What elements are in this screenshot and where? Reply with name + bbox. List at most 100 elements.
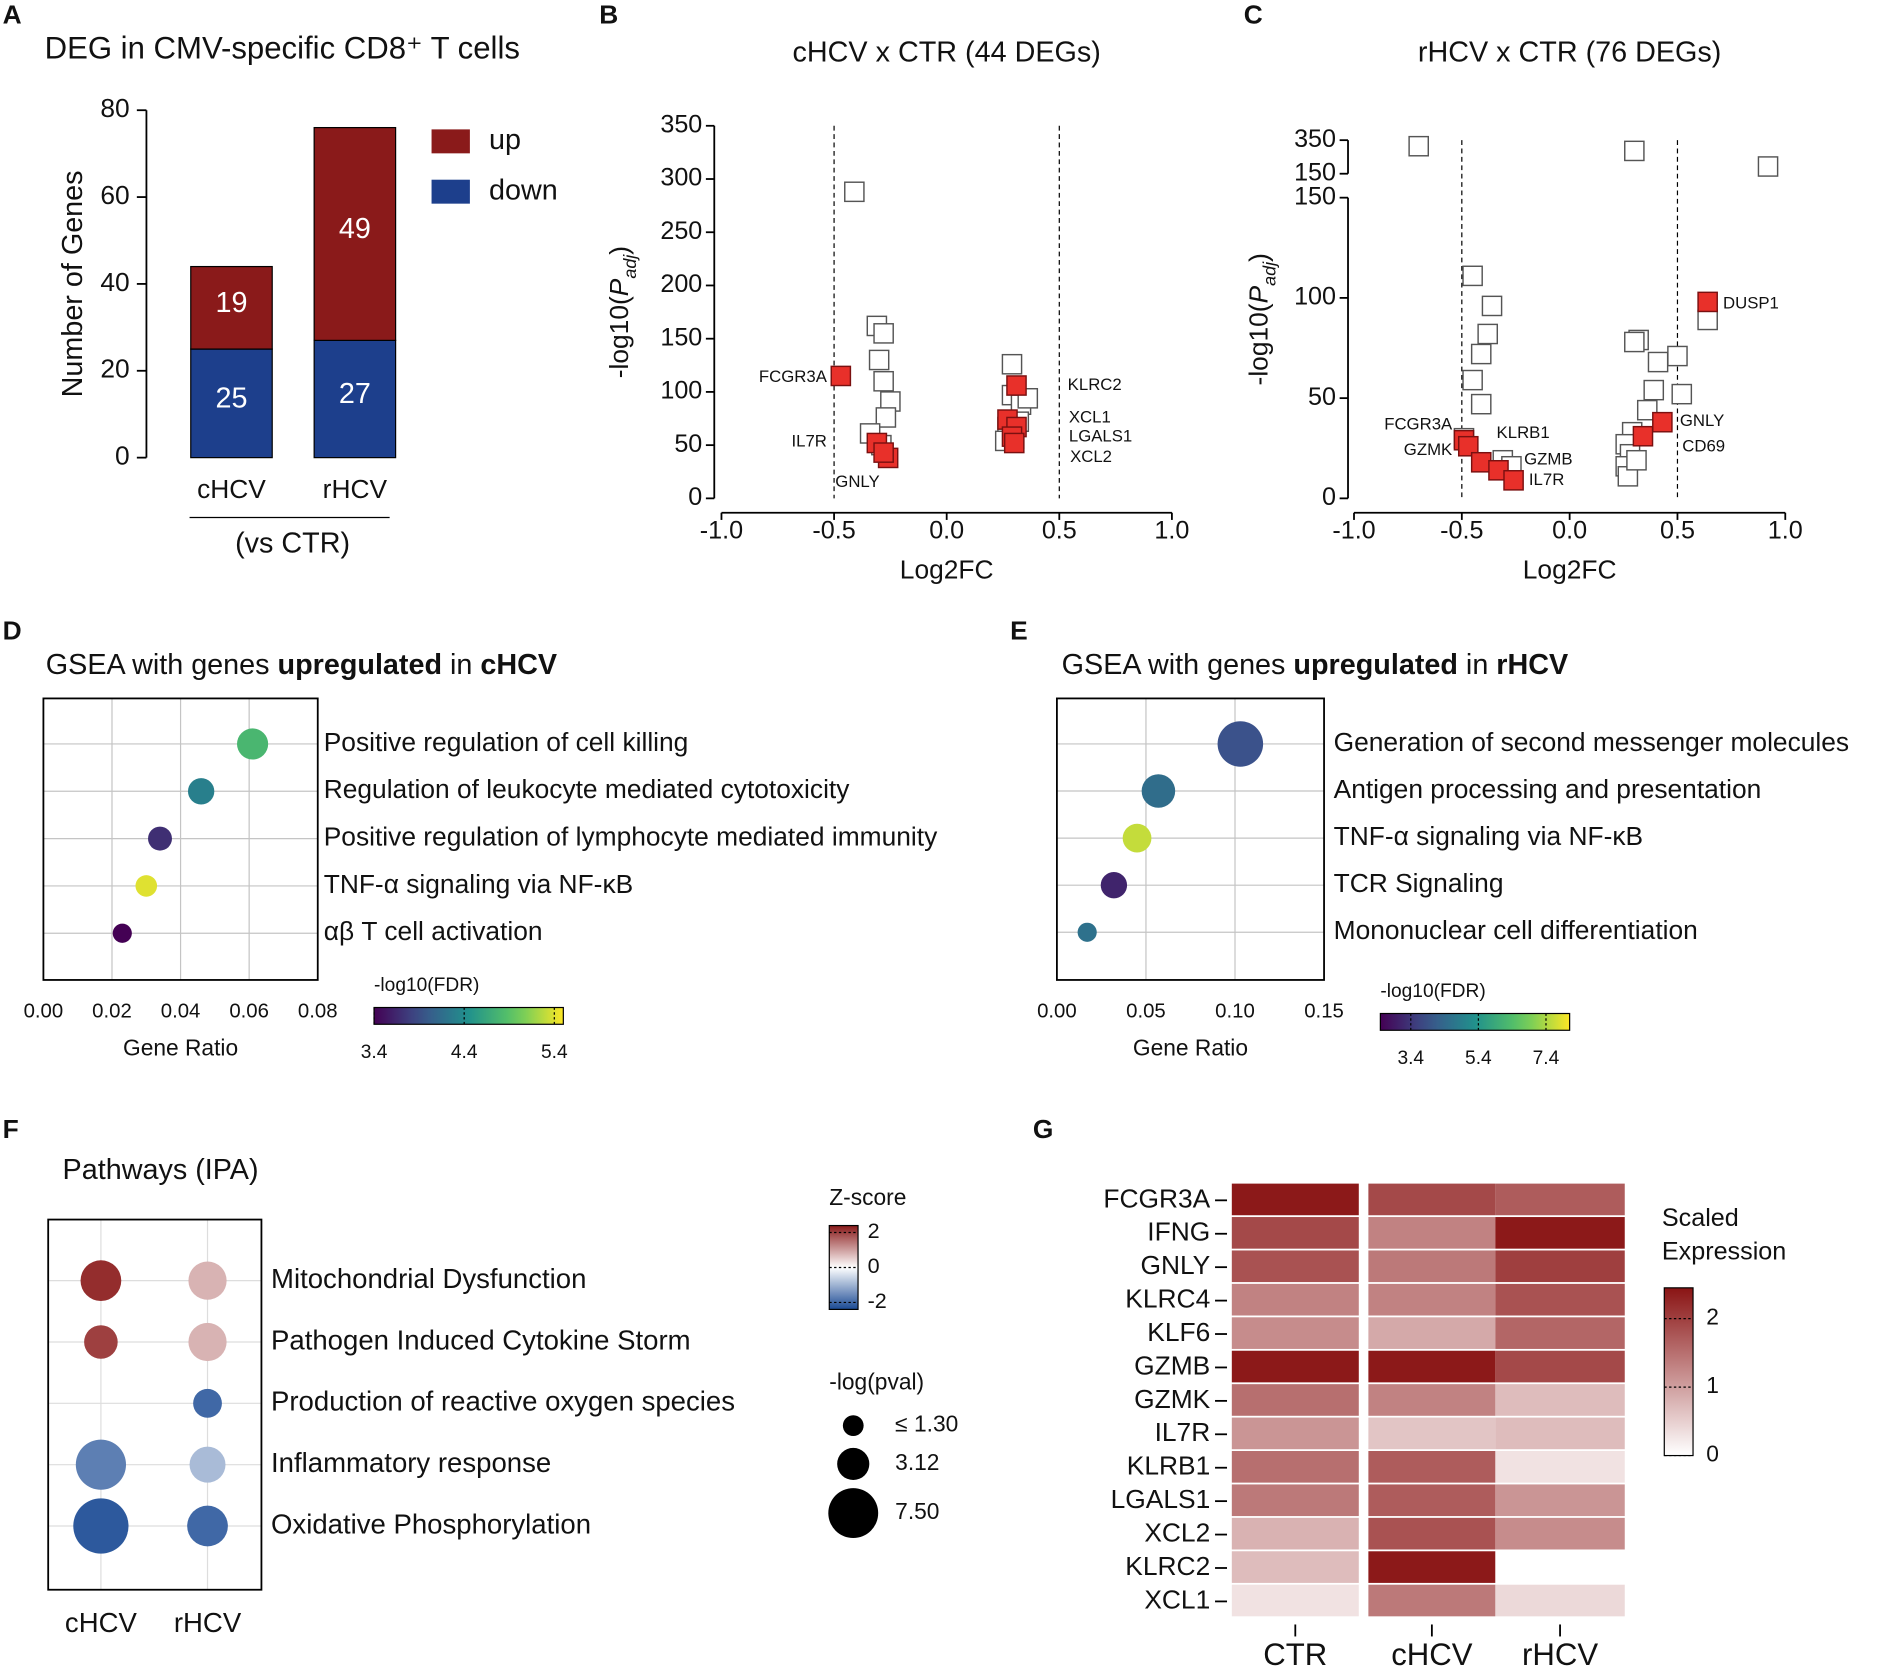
x-tick-label: 0.02: [92, 1001, 132, 1023]
column-label: rHCV: [1522, 1637, 1598, 1670]
heatmap-cell: [1495, 1217, 1625, 1249]
y-tick-label: 350: [1294, 125, 1336, 153]
bubble: [148, 826, 172, 851]
gene-point: [1643, 379, 1665, 401]
heatmap-cell: [1231, 1283, 1359, 1316]
x-tick-label: 0.15: [1304, 1001, 1344, 1023]
x-axis-label: Gene Ratio: [1133, 1034, 1248, 1060]
colorbar-title: -log10(FDR): [374, 975, 479, 996]
row-label: FCGR3A: [1103, 1183, 1210, 1213]
gene-point: [1462, 265, 1483, 287]
colorbar-tick-label: 2: [1706, 1304, 1719, 1330]
heatmap-cell: [1368, 1451, 1496, 1483]
y-axis-label: Number of Genes: [57, 170, 89, 397]
term-label: TNF-α signaling via NF-κB: [1334, 821, 1643, 851]
colorbar-tick-label: 1: [1706, 1372, 1719, 1398]
gene-point: [1697, 309, 1718, 331]
term-label: αβ T cell activation: [324, 916, 543, 946]
x-tick-label: 0.00: [24, 1001, 64, 1023]
colorbar: [1663, 1287, 1694, 1457]
x-tick-label: 0.0: [1552, 517, 1587, 545]
heatmap-cell: [1495, 1451, 1625, 1483]
x-tick-label: 0.5: [1660, 517, 1695, 545]
row-label: GZMB: [1134, 1350, 1210, 1380]
bubble: [80, 1260, 122, 1302]
y-tick-label: 100: [660, 377, 702, 405]
term-label: Mononuclear cell differentiation: [1334, 915, 1698, 945]
y-tick-label: 0: [1322, 483, 1336, 511]
panel-label: F: [3, 1114, 19, 1144]
row-label: IL7R: [1155, 1417, 1211, 1447]
x-tick-label: 0.0: [929, 517, 964, 545]
heatmap-cell: [1495, 1250, 1625, 1283]
x-tick-label: -1.0: [700, 517, 743, 545]
gene-point: [1003, 432, 1025, 454]
gene-point: [1477, 323, 1499, 345]
heatmap-cell: [1231, 1517, 1359, 1550]
term-label: TNF-α signaling via NF-κB: [324, 869, 633, 899]
heatmap-cell: [1231, 1350, 1359, 1383]
bubble: [188, 1322, 227, 1362]
gene-point: [873, 323, 894, 344]
legend-swatch: [431, 129, 470, 154]
heatmap-cell: [1368, 1283, 1496, 1316]
row-label: IFNG: [1147, 1217, 1210, 1247]
y-axis-label-part: adj: [620, 254, 640, 279]
gene-point: [1457, 435, 1479, 457]
heatmap-cell: [1231, 1384, 1359, 1416]
gene-point: [1503, 470, 1524, 491]
y-tick-label: 60: [100, 180, 129, 210]
y-tick-label: 20: [100, 354, 129, 384]
heatmap-cell: [1495, 1350, 1625, 1383]
heatmap-cell: [1368, 1384, 1496, 1416]
y-tick-label: 300: [660, 164, 702, 192]
colorbar: [373, 1006, 564, 1025]
bubble: [237, 728, 269, 760]
gene-point: [1408, 135, 1429, 157]
y-axis-label-part: -log10(: [1244, 303, 1274, 385]
pathway-label: Pathogen Induced Cytokine Storm: [271, 1324, 691, 1355]
y-axis-label-part: adj: [1259, 261, 1279, 286]
gene-label: GNLY: [1680, 411, 1724, 430]
colorbar-title: Scaled: [1662, 1204, 1739, 1232]
colorbar-tick-label: 3.4: [1397, 1048, 1424, 1069]
chart-title-part: in: [1458, 649, 1496, 681]
term-label: Positive regulation of lymphocyte mediat…: [324, 822, 938, 852]
bubble: [1217, 721, 1264, 767]
gene-label: KLRB1: [1497, 423, 1550, 442]
pathway-label: Mitochondrial Dysfunction: [271, 1263, 586, 1294]
panel-label: E: [1010, 615, 1028, 645]
chart-title-part: cHCV: [480, 649, 557, 681]
row-label: XCL2: [1144, 1518, 1210, 1548]
heatmap-cell: [1495, 1183, 1625, 1216]
colorbar-tick-label: 2: [868, 1218, 880, 1243]
heatmap-cell: [1231, 1551, 1359, 1583]
colorbar-tick-label: 0: [868, 1253, 880, 1278]
x-tick-label: rHCV: [323, 474, 388, 504]
y-axis-label-part: -log10(: [604, 296, 634, 378]
column-label: CTR: [1263, 1637, 1327, 1670]
bubble: [193, 1388, 222, 1418]
size-legend-dot: [828, 1488, 879, 1538]
gene-point: [1462, 369, 1483, 391]
term-label: Generation of second messenger molecules: [1334, 727, 1849, 757]
chart-title: cHCV x CTR (44 DEGs): [793, 37, 1101, 69]
x-tick-label: 0.06: [229, 1001, 269, 1023]
heatmap-cell: [1231, 1451, 1359, 1483]
colorbar-tick-label: 5.4: [541, 1042, 568, 1063]
y-tick-label: 80: [100, 93, 129, 123]
plot-frame: [42, 697, 319, 981]
y-tick-label: 50: [674, 430, 702, 458]
heatmap-cell: [1495, 1384, 1625, 1416]
x-tick-label: -0.5: [812, 517, 855, 545]
term-label: TCR Signaling: [1334, 868, 1504, 898]
heatmap-cell: [1495, 1517, 1625, 1550]
y-tick-label: 150: [660, 323, 702, 351]
x-tick-label: 1.0: [1768, 517, 1803, 545]
y-tick-label: 50: [1308, 383, 1336, 411]
heatmap-cell: [1368, 1250, 1496, 1283]
gene-label: IL7R: [1529, 470, 1564, 489]
row-label: GNLY: [1140, 1250, 1210, 1280]
panel-label: A: [3, 0, 22, 30]
